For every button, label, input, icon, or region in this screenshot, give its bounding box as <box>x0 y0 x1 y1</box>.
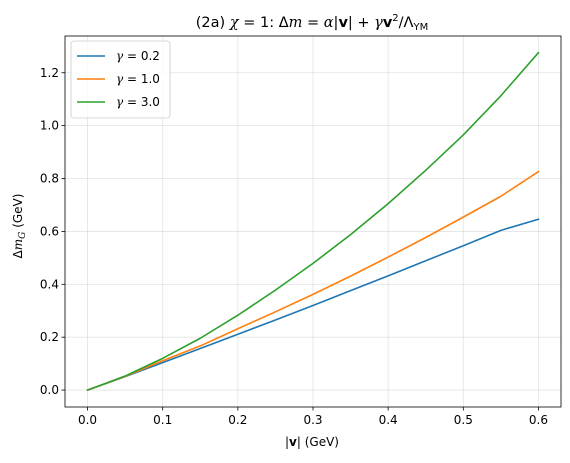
ylabel-sub: G <box>18 232 28 239</box>
legend-label-2-prefix: γ <box>116 95 124 109</box>
ylabel-delta: Δ <box>11 249 25 258</box>
title-gamma: γ <box>374 15 383 31</box>
xlabel-bar1: | <box>285 435 289 449</box>
legend-label-2-value: = 3.0 <box>123 95 160 109</box>
axis-ticks: 0.0 0.1 0.2 0.3 0.4 0.5 0.6 0.0 0.2 0.4 0.6 0.8 1.0 1… <box>40 66 548 427</box>
legend-label-gamma-3.0: γ = 3.0 <box>116 95 160 109</box>
x-axis-label: |v| (GeV) <box>285 435 339 449</box>
x-tick-label: 0.4 <box>379 413 398 427</box>
chart-title: (2a) χ = 1: Δm = α|v| + γv2/ΛYM <box>196 13 428 33</box>
legend: γ = 0.2 γ = 1.0 γ = 3.0 <box>70 40 171 119</box>
title-sup: 2 <box>392 13 398 24</box>
title-eq2: = <box>302 15 323 31</box>
x-tick-label: 0.5 <box>454 413 473 427</box>
title-m: m <box>289 15 303 31</box>
plot-frame <box>64 35 562 408</box>
title-alpha: α <box>324 15 334 31</box>
title-v2: v <box>383 15 393 31</box>
legend-label-gamma-1.0: γ = 1.0 <box>116 72 160 86</box>
x-tick-label: 0.0 <box>78 413 97 427</box>
x-tick-label: 0.1 <box>153 413 172 427</box>
xlabel-rest: | (GeV) <box>297 435 339 449</box>
title-sub: YM <box>412 22 428 33</box>
y-axis-label: ΔmG (GeV) <box>11 194 28 259</box>
ylabel-m: m <box>11 239 25 250</box>
title-slash: /Λ <box>399 15 414 31</box>
series-line-gamma1.0 <box>86 170 540 392</box>
y-tick-label: 0.0 <box>40 383 59 397</box>
legend-label-gamma-0.2: γ = 0.2 <box>116 49 160 63</box>
title-chi: χ <box>229 15 240 31</box>
legend-label-0-prefix: γ <box>116 49 124 63</box>
y-tick-label: 0.8 <box>40 172 59 186</box>
y-tick-label: 1.2 <box>40 66 59 80</box>
x-tick-label: 0.3 <box>303 413 322 427</box>
series-line-gamma0.2 <box>86 218 540 392</box>
legend-label-1-value: = 1.0 <box>123 72 160 86</box>
x-tick-label: 0.6 <box>529 413 548 427</box>
title-bar1: | <box>334 15 339 31</box>
y-tick-label: 1.0 <box>40 119 59 133</box>
series-lines <box>86 51 540 392</box>
series-line-gamma3.0 <box>86 51 540 392</box>
x-tick-label: 0.2 <box>228 413 247 427</box>
legend-label-1-prefix: γ <box>116 72 124 86</box>
y-tick-label: 0.6 <box>40 224 59 238</box>
grid <box>65 36 561 407</box>
title-eq1: = 1: Δ <box>239 15 289 31</box>
y-tick-label: 0.2 <box>40 330 59 344</box>
legend-label-0-value: = 0.2 <box>123 49 160 63</box>
legend-box <box>70 40 171 119</box>
title-v1: v <box>338 15 348 31</box>
xlabel-v: v <box>289 435 297 449</box>
title-prefix: (2a) <box>196 15 230 31</box>
ylabel-rest: (GeV) <box>11 194 25 232</box>
y-tick-label: 0.4 <box>40 277 59 291</box>
title-bar2: | + <box>348 15 374 31</box>
